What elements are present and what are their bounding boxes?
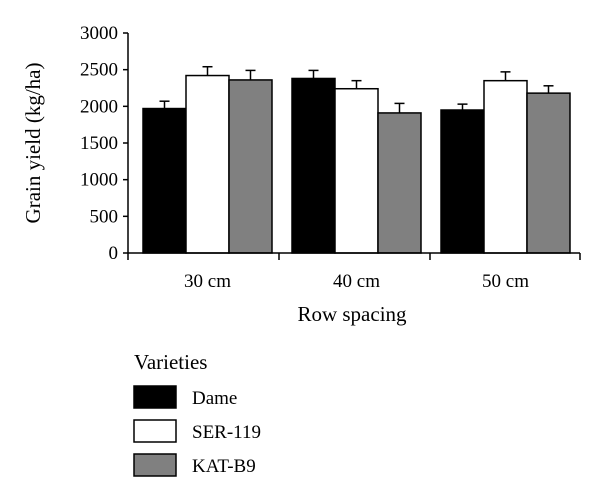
y-tick-label: 500 (90, 206, 119, 227)
bar-ser-119-2 (483, 79, 528, 254)
bar-dame-0 (142, 107, 187, 254)
y-tick-label: 2000 (80, 96, 118, 117)
y-tick-label: 0 (109, 243, 119, 264)
x-tick-label: 40 cm (333, 271, 380, 292)
y-tick-label: 1500 (80, 133, 118, 154)
y-axis-title: Grain yield (kg/ha) (21, 63, 45, 224)
legend-swatch-ser-119 (133, 419, 177, 443)
legend-label-ser-119: SER-119 (192, 422, 261, 443)
x-tick-label: 30 cm (184, 271, 231, 292)
bar-kat-b9-1 (377, 112, 422, 254)
bar-ser-119-0 (185, 74, 230, 254)
legend-swatch-dame (133, 385, 177, 409)
plot-area (142, 65, 571, 254)
bar-dame-2 (440, 109, 485, 254)
bar-kat-b9-0 (228, 79, 273, 254)
y-tick-label: 3000 (80, 23, 118, 44)
bar-kat-b9-2 (526, 92, 571, 254)
legend-label-dame: Dame (192, 388, 237, 409)
x-tick-label: 50 cm (482, 271, 529, 292)
bar-dame-1 (291, 77, 336, 254)
legend-label-kat-b9: KAT-B9 (192, 456, 256, 477)
y-tick-label: 1000 (80, 170, 118, 191)
legend-swatch-kat-b9 (133, 453, 177, 477)
legend-title: Varieties (134, 350, 207, 374)
y-tick-label: 2500 (80, 60, 118, 81)
x-axis-title: Row spacing (297, 302, 407, 326)
bar-ser-119-1 (334, 87, 379, 254)
axes: 0 500 1000 1500 2000 2500 3000 30 cm 40 cm 50 cm (80, 23, 581, 292)
legend: Varieties Dame SER-119 KAT-B9 (133, 350, 261, 477)
